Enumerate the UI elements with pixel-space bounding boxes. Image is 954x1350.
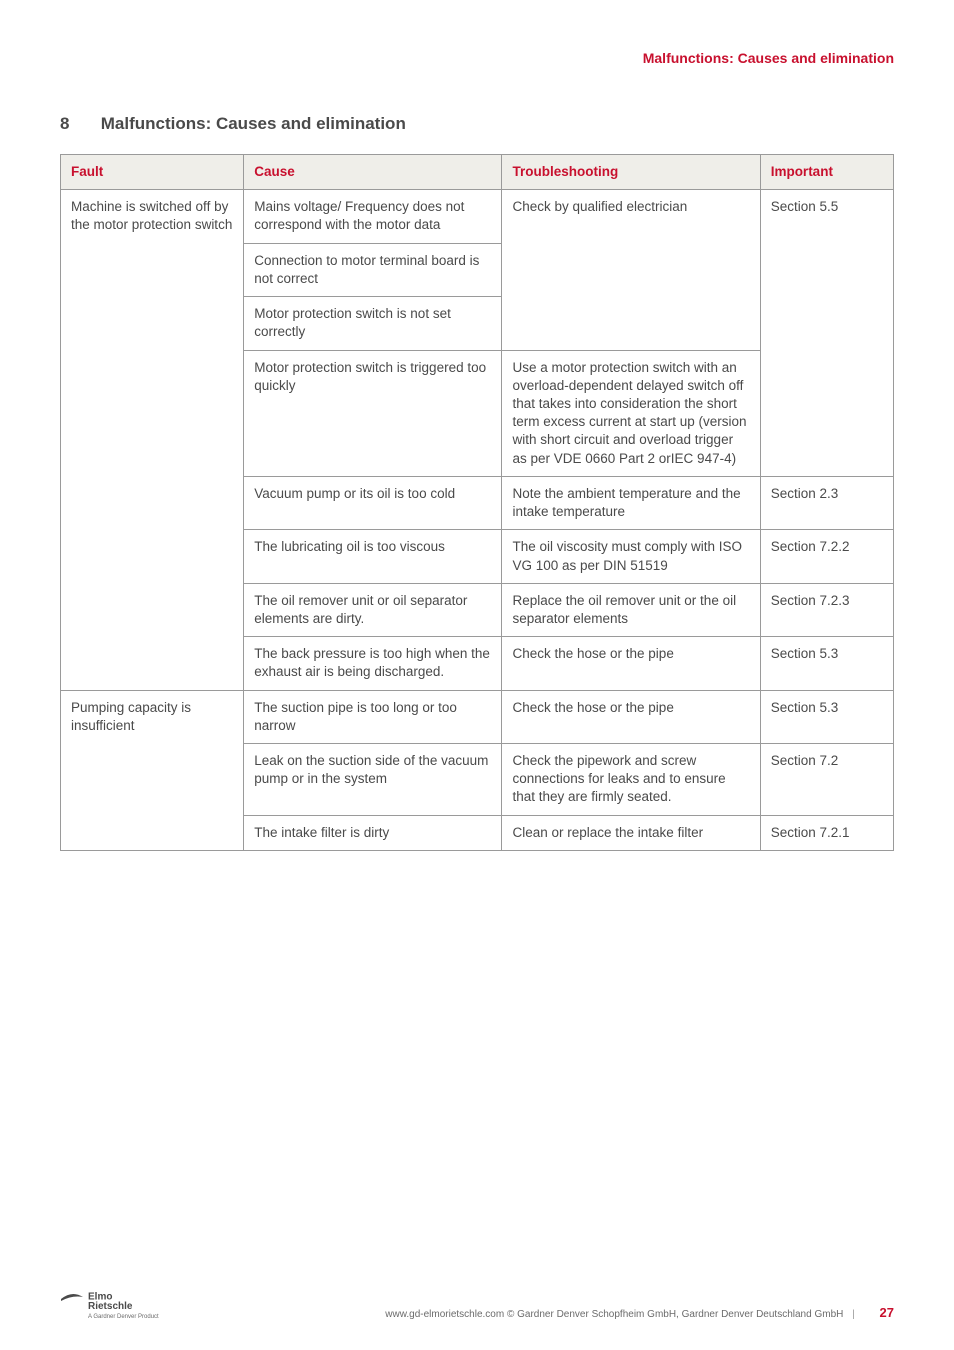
trouble-cell: Check the hose or the pipe	[502, 690, 760, 743]
important-cell	[760, 297, 893, 350]
section-number: 8	[60, 114, 96, 134]
running-header: Malfunctions: Causes and elimination	[60, 50, 894, 66]
footer-copy: www.gd-elmorietschle.com © Gardner Denve…	[159, 1305, 894, 1320]
trouble-cell: Use a motor protection switch with an ov…	[502, 350, 760, 476]
trouble-cell: Note the ambient temperature and the int…	[502, 476, 760, 529]
important-cell: Section 7.2.1	[760, 815, 893, 850]
logo-line3: A Gardner Denver Product	[88, 1314, 159, 1320]
col-cause-header: Cause	[244, 155, 502, 190]
copyright-text: www.gd-elmorietschle.com © Gardner Denve…	[385, 1309, 843, 1320]
table-row: Pumping capacity is insufficient The suc…	[61, 690, 894, 743]
footer-separator: |	[852, 1309, 855, 1320]
cause-cell: The intake filter is dirty	[244, 815, 502, 850]
col-fault-header: Fault	[61, 155, 244, 190]
page-number: 27	[880, 1305, 894, 1320]
fault-cell: Pumping capacity is insufficient	[61, 690, 244, 850]
important-cell	[760, 350, 893, 476]
col-important-header: Important	[760, 155, 893, 190]
important-cell: Section 7.2.2	[760, 530, 893, 583]
brand-logo: Elmo Rietschle A Gardner Denver Product	[60, 1292, 159, 1320]
section-title: Malfunctions: Causes and elimination	[101, 114, 406, 133]
cause-cell: The suction pipe is too long or too narr…	[244, 690, 502, 743]
important-cell: Section 5.3	[760, 690, 893, 743]
cause-cell: Motor protection switch is triggered too…	[244, 350, 502, 476]
cause-cell: The oil remover unit or oil sep­arator e…	[244, 583, 502, 636]
section-heading: 8 Malfunctions: Causes and elimination	[60, 114, 894, 134]
cause-cell: The lubricating oil is too vis­cous	[244, 530, 502, 583]
page-footer: Elmo Rietschle A Gardner Denver Product …	[60, 1292, 894, 1320]
trouble-cell: Replace the oil remover unit or the oil …	[502, 583, 760, 636]
important-cell: Section 7.2	[760, 744, 893, 816]
table-row: Machine is switched off by the motor pro…	[61, 190, 894, 243]
table-body: Machine is switched off by the motor pro…	[61, 190, 894, 851]
important-cell: Section 7.2.3	[760, 583, 893, 636]
important-cell: Section 5.3	[760, 637, 893, 690]
cause-cell: Mains voltage/ Frequency does not corres…	[244, 190, 502, 243]
trouble-cell: Check the pipework and screw connections…	[502, 744, 760, 816]
table-header-row: Fault Cause Troubleshooting Important	[61, 155, 894, 190]
trouble-cell	[502, 243, 760, 296]
important-cell: Section 5.5	[760, 190, 893, 243]
cause-cell: Leak on the suction side of the vacuum p…	[244, 744, 502, 816]
fault-cell: Machine is switched off by the motor pro…	[61, 190, 244, 690]
logo-line2: Rietschle	[88, 1301, 132, 1312]
important-cell: Section 2.3	[760, 476, 893, 529]
cause-cell: Motor protection switch is not set corre…	[244, 297, 502, 350]
important-cell	[760, 243, 893, 296]
trouble-cell: The oil viscosity must comply with ISO V…	[502, 530, 760, 583]
trouble-cell: Check by qualified electrician	[502, 190, 760, 243]
col-trouble-header: Troubleshooting	[502, 155, 760, 190]
swoosh-icon	[60, 1292, 84, 1302]
trouble-cell: Clean or replace the intake filter	[502, 815, 760, 850]
cause-cell: Vacuum pump or its oil is too cold	[244, 476, 502, 529]
trouble-cell	[502, 297, 760, 350]
cause-cell: The back pressure is too high when the e…	[244, 637, 502, 690]
malfunctions-table: Fault Cause Troubleshooting Important Ma…	[60, 154, 894, 851]
cause-cell: Connection to motor terminal board is no…	[244, 243, 502, 296]
trouble-cell: Check the hose or the pipe	[502, 637, 760, 690]
